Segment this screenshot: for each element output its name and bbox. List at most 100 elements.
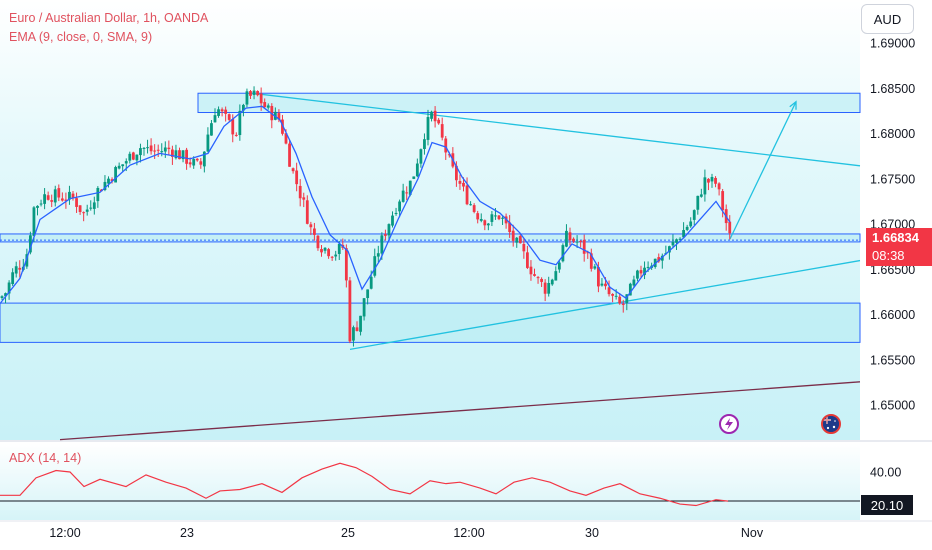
candle-body xyxy=(245,91,249,105)
candle-body xyxy=(284,133,288,144)
candle-body xyxy=(124,161,128,164)
candle-body xyxy=(131,152,135,160)
candle-body xyxy=(405,192,409,194)
price-tick-label: 1.65500 xyxy=(870,353,915,367)
candle-body xyxy=(359,315,362,332)
time-tick-label: 12:00 xyxy=(49,526,80,540)
candle-body xyxy=(380,235,384,254)
candle-body xyxy=(554,271,558,281)
price-tick-label: 1.69000 xyxy=(870,37,915,51)
adx-legend: ADX (14, 14) xyxy=(9,451,82,465)
candle-body xyxy=(96,187,100,202)
candle-body xyxy=(639,270,643,274)
candle-body xyxy=(533,274,536,276)
candle-body xyxy=(575,241,579,243)
trend-line-3 xyxy=(59,381,861,441)
candle-body xyxy=(572,238,575,242)
candle-body xyxy=(298,185,302,199)
time-tick-label: Nov xyxy=(741,526,764,540)
candle-body xyxy=(78,205,82,212)
candle-body xyxy=(625,294,629,304)
candle-body xyxy=(565,230,568,247)
candle-body xyxy=(259,93,263,104)
candle-body xyxy=(121,164,125,167)
zone-rect-2 xyxy=(0,233,861,243)
candle-body xyxy=(376,253,380,257)
candle-body xyxy=(394,212,398,214)
candle-body xyxy=(14,266,18,274)
candle-body xyxy=(71,193,75,198)
candle-body xyxy=(256,91,259,96)
candle-body xyxy=(717,183,721,190)
candle-body xyxy=(192,159,196,166)
candle-body xyxy=(92,202,96,209)
candle-body xyxy=(313,228,316,235)
currency-button[interactable]: AUD xyxy=(861,4,914,34)
candle-body xyxy=(628,283,632,296)
candle-body xyxy=(561,245,565,262)
candle-body xyxy=(36,205,39,208)
candle-body xyxy=(224,109,228,114)
candle-body xyxy=(277,113,281,120)
candle-body xyxy=(593,266,597,269)
candle-body xyxy=(685,226,689,230)
candle-body xyxy=(160,151,164,153)
candle-body xyxy=(699,194,703,197)
candle-body xyxy=(185,149,188,164)
candle-body xyxy=(373,256,377,276)
candle-body xyxy=(199,161,203,165)
candle-body xyxy=(401,190,405,202)
candle-body xyxy=(384,234,387,236)
candle-body xyxy=(440,124,444,138)
candle-body xyxy=(423,139,426,149)
candle-body xyxy=(202,151,206,167)
time-tick-label: 30 xyxy=(585,526,599,540)
trend-line-2 xyxy=(349,259,861,350)
candle-body xyxy=(550,279,554,285)
candle-body xyxy=(171,149,174,157)
candle-body xyxy=(25,254,29,267)
candle-body xyxy=(156,149,160,151)
candle-body xyxy=(678,238,682,240)
candle-body xyxy=(50,200,54,202)
candle-body xyxy=(249,91,252,96)
candle-body xyxy=(543,282,547,294)
candle-body xyxy=(675,239,678,243)
candle-body xyxy=(323,247,327,251)
candle-body xyxy=(589,253,593,269)
candle-body xyxy=(618,296,622,304)
candle-body xyxy=(366,289,370,299)
candle-body xyxy=(46,195,50,200)
candle-body xyxy=(18,267,22,270)
candle-body xyxy=(128,153,132,161)
price-tick-label: 1.68500 xyxy=(870,82,915,96)
candle-body xyxy=(455,165,458,181)
candle-body xyxy=(611,294,614,296)
australia-flag-icon[interactable] xyxy=(821,414,841,434)
candle-body xyxy=(597,267,600,287)
candle-body xyxy=(117,165,121,169)
candle-body xyxy=(479,219,483,221)
candle-body xyxy=(110,179,114,182)
price-tick-label: 1.68000 xyxy=(870,127,915,141)
candle-body xyxy=(210,123,213,136)
candle-body xyxy=(646,266,650,268)
lightning-event-icon[interactable] xyxy=(719,414,739,434)
trend-line-5 xyxy=(729,101,797,240)
candle-body xyxy=(607,287,611,295)
candle-body xyxy=(7,282,11,294)
candle-body xyxy=(721,191,725,211)
candle-body xyxy=(266,105,270,108)
candle-body xyxy=(444,138,448,153)
candle-body xyxy=(181,150,185,160)
candle-body xyxy=(238,110,242,136)
candle-body xyxy=(4,293,7,297)
candle-body xyxy=(135,154,139,161)
candle-body xyxy=(465,185,469,205)
candle-body xyxy=(515,237,519,243)
candle-body xyxy=(320,249,323,253)
candle-body xyxy=(231,119,235,135)
candle-body xyxy=(188,162,192,165)
candle-body xyxy=(85,209,89,212)
